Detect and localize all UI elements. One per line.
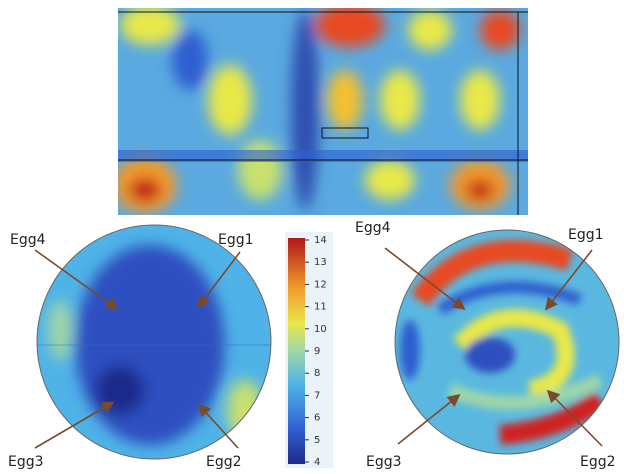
- egg-label: Egg3: [8, 454, 44, 470]
- colorbar: [288, 238, 305, 464]
- tick-label: 8: [314, 368, 320, 379]
- egg-label: Egg4: [355, 220, 391, 236]
- tick-label: 9: [314, 346, 320, 357]
- tick-label: 13: [314, 257, 327, 268]
- tick-label: 7: [314, 390, 320, 401]
- egg-label: Egg3: [366, 454, 402, 470]
- tick-label: 10: [314, 324, 327, 335]
- egg-label: Egg2: [206, 454, 242, 470]
- tick-label: 6: [314, 413, 320, 424]
- tick-label: 14: [314, 235, 327, 246]
- left-disk-field: [36, 225, 272, 459]
- tick-label: 11: [314, 302, 327, 313]
- egg-label: Egg2: [580, 454, 616, 470]
- tick-label: 12: [314, 279, 327, 290]
- top-field: [113, 3, 528, 215]
- figure: 14 13 12 11 10 9 8 7 6 5 4 Egg4 Egg1 Egg3 Egg2 Egg…: [0, 0, 624, 474]
- egg-label: Egg4: [10, 232, 46, 248]
- tick-label: 5: [314, 435, 320, 446]
- egg-label: Egg1: [568, 227, 604, 243]
- tick-label: 4: [314, 457, 320, 468]
- egg-label: Egg1: [218, 232, 254, 248]
